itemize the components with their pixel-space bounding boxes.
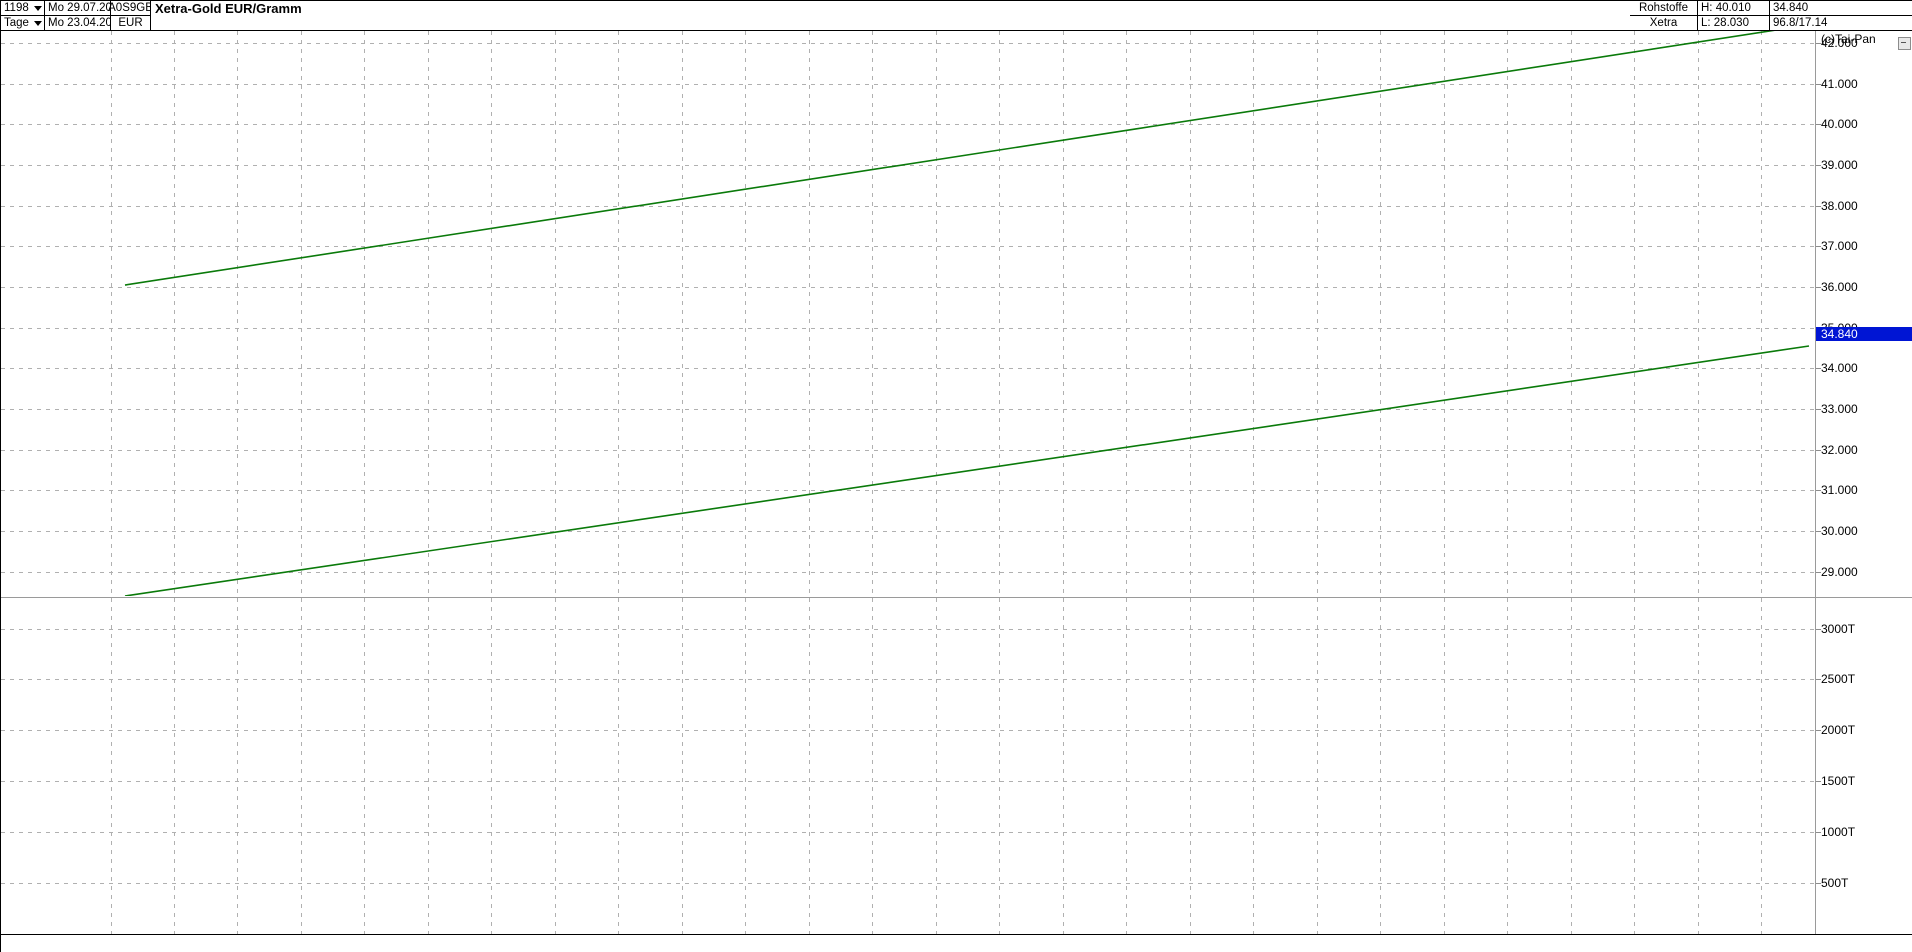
- date-to-field[interactable]: Mo 23.04.2018: [45, 16, 125, 31]
- ratio-field: 96.8/17.14: [1770, 16, 1912, 31]
- interval-dropdown[interactable]: Tage: [1, 16, 45, 31]
- axis-tick: [1816, 124, 1821, 125]
- exchange-value: Xetra: [1649, 17, 1678, 29]
- volume-axis: 3000T 2500T 2000T 1500T 1000T 500T: [1815, 597, 1912, 935]
- axis-tick: [1816, 629, 1821, 630]
- axis-tick: [1816, 832, 1821, 833]
- updown-strip: [1, 931, 1815, 935]
- exchange-field: Xetra: [1630, 16, 1698, 31]
- last-price-value: 34.840: [1773, 2, 1809, 14]
- price-axis-label: 38.000: [1821, 199, 1858, 213]
- bars-count-dropdown[interactable]: 1198: [1, 1, 45, 16]
- price-axis-label: 30.000: [1821, 524, 1858, 538]
- axis-tick: [1816, 287, 1821, 288]
- candlestick-series: [1, 31, 1815, 596]
- page-title: Xetra-Gold EUR/Gramm: [155, 1, 302, 16]
- last-price-marker: 34.840: [1816, 327, 1912, 341]
- axis-tick: [1816, 43, 1821, 44]
- currency-value: EUR: [118, 17, 143, 29]
- axis-tick: [1816, 246, 1821, 247]
- axis-tick: [1816, 781, 1821, 782]
- price-axis: (c)Tai-Pan 42.000 41.000 40.000 39.000 38.00…: [1815, 31, 1912, 597]
- bars-count-value: 1198: [4, 2, 29, 14]
- header-bar: 1198 Tage Mo 29.07.2013 Mo 23.04.2018 A0…: [1, 1, 1912, 31]
- price-axis-label: 33.000: [1821, 402, 1858, 416]
- axis-tick: [1816, 730, 1821, 731]
- price-axis-label: 40.000: [1821, 117, 1858, 131]
- axis-tick: [1816, 409, 1821, 410]
- period-high-value: H: 40.010: [1701, 2, 1751, 14]
- price-axis-label: 42.000: [1821, 36, 1858, 50]
- axis-tick: [1816, 490, 1821, 491]
- price-axis-label: 36.000: [1821, 280, 1858, 294]
- volume-axis-label: 1000T: [1821, 825, 1856, 839]
- copyright-label: (c)Tai-Pan: [1821, 32, 1876, 46]
- sector-field: Rohstoffe: [1630, 1, 1698, 16]
- currency-field[interactable]: EUR: [111, 16, 151, 31]
- axis-tick: [1816, 165, 1821, 166]
- volume-axis-label: 1500T: [1821, 774, 1856, 788]
- volume-axis-label: 500T: [1821, 876, 1849, 890]
- axis-tick: [1816, 84, 1821, 85]
- price-axis-label: 41.000: [1821, 77, 1858, 91]
- price-axis-label: 32.000: [1821, 443, 1858, 457]
- period-high-field: H: 40.010: [1698, 1, 1770, 16]
- date-from-field[interactable]: Mo 29.07.2013: [45, 1, 125, 16]
- axis-tick: [1816, 572, 1821, 573]
- header-spacer: [151, 16, 1630, 31]
- wkn-field[interactable]: A0S9GB: [108, 1, 153, 16]
- volume-axis-label: 2500T: [1821, 672, 1856, 686]
- volume-axis-label: 3000T: [1821, 622, 1856, 636]
- volume-chart-panel[interactable]: [1, 597, 1815, 935]
- date-to-value: Mo 23.04.2018: [48, 17, 125, 29]
- last-price-field: 34.840: [1770, 1, 1912, 16]
- axis-tick: [1816, 679, 1821, 680]
- axis-tick: [1816, 883, 1821, 884]
- price-axis-label: 39.000: [1821, 158, 1858, 172]
- axis-tick: [1816, 531, 1821, 532]
- volume-axis-label: 2000T: [1821, 723, 1856, 737]
- price-axis-label: 37.000: [1821, 239, 1858, 253]
- axis-tick: [1816, 450, 1821, 451]
- wkn-value: A0S9GB: [108, 2, 153, 14]
- price-axis-label: 31.000: [1821, 483, 1858, 497]
- chevron-down-icon: [33, 20, 42, 26]
- price-axis-label: 29.000: [1821, 565, 1858, 579]
- period-low-field: L: 28.030: [1698, 16, 1770, 31]
- price-chart-panel[interactable]: [1, 31, 1815, 596]
- axis-tick: [1816, 206, 1821, 207]
- axis-tick: [1816, 368, 1821, 369]
- date-from-value: Mo 29.07.2013: [48, 2, 125, 14]
- date-axis[interactable]: [1, 934, 1912, 952]
- sector-value: Rohstoffe: [1638, 2, 1688, 14]
- title-slot: [151, 1, 1630, 16]
- price-axis-label: 34.000: [1821, 361, 1858, 375]
- ratio-value: 96.8/17.14: [1773, 17, 1828, 29]
- volume-series: [1, 598, 1815, 934]
- interval-value: Tage: [4, 17, 29, 29]
- chevron-down-icon: [33, 5, 42, 11]
- collapse-icon[interactable]: [1898, 37, 1911, 50]
- period-low-value: L: 28.030: [1701, 17, 1749, 29]
